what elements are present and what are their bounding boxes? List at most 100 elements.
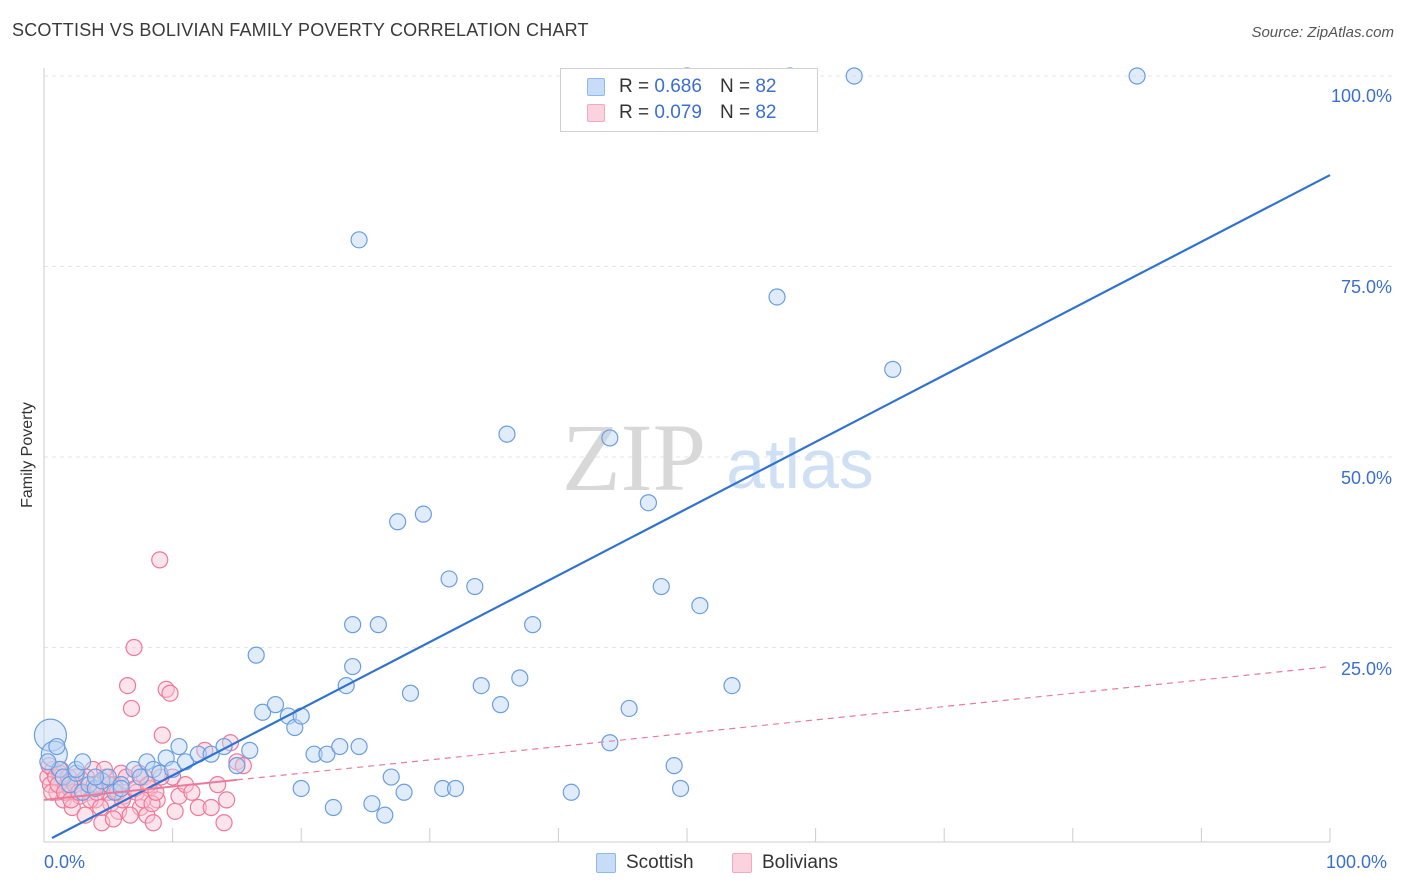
scottish-point bbox=[466, 577, 484, 596]
legend-row-scottish: R = 0.686 N = 82 bbox=[587, 75, 776, 99]
legend-r-label: R = bbox=[619, 76, 650, 97]
bolivians-point bbox=[153, 726, 171, 744]
bolivians-point bbox=[121, 806, 139, 824]
x-tick-max: 100.0% bbox=[1326, 852, 1388, 872]
scottish-point bbox=[389, 513, 407, 531]
scottish-point bbox=[401, 684, 420, 702]
scottish-point bbox=[562, 783, 580, 801]
stats-legend: R = 0.686 N = 82 R = 0.079 N = 82 bbox=[560, 68, 818, 132]
scottish-point bbox=[665, 757, 683, 775]
scottish-point bbox=[73, 753, 92, 771]
legend-swatch-bolivians bbox=[587, 104, 605, 122]
y-tick-75: 75.0% bbox=[1340, 277, 1392, 297]
bolivians-point bbox=[202, 798, 220, 817]
scottish-point bbox=[363, 795, 381, 813]
scottish-point bbox=[601, 734, 619, 752]
scottish-point bbox=[318, 745, 336, 763]
scottish-point bbox=[305, 745, 323, 763]
scottish-point bbox=[254, 703, 272, 721]
legend-swatch-scottish bbox=[596, 853, 616, 873]
scottish-point bbox=[845, 67, 863, 85]
scottish-point bbox=[472, 676, 490, 695]
legend-swatch-bolivians bbox=[732, 853, 752, 873]
legend-n-label: N = bbox=[719, 102, 751, 123]
scottish-point bbox=[99, 768, 117, 786]
scottish-point bbox=[601, 429, 619, 447]
watermark: ZIP atlas bbox=[562, 404, 874, 511]
bolivians-trend-line-dashed bbox=[236, 665, 1331, 781]
scottish-point bbox=[639, 494, 658, 512]
scottish-point bbox=[382, 768, 400, 786]
legend-r-value: 0.686 bbox=[654, 76, 702, 97]
legend-label-scottish: Scottish bbox=[626, 852, 694, 873]
scottish-point bbox=[498, 425, 516, 443]
scottish-point bbox=[768, 288, 786, 306]
scottish-point bbox=[86, 768, 105, 786]
scottish-point bbox=[170, 737, 188, 756]
bolivians-point bbox=[151, 551, 169, 569]
scottish-point bbox=[292, 779, 310, 798]
scottish-point bbox=[39, 753, 57, 771]
bolivians-point bbox=[189, 798, 207, 817]
scottish-point bbox=[331, 737, 349, 756]
scottish-point bbox=[652, 577, 670, 596]
scottish-point bbox=[369, 616, 387, 634]
scottish-point bbox=[247, 646, 265, 664]
bolivians-trend-line-solid bbox=[43, 778, 238, 801]
scottish-point bbox=[324, 798, 342, 817]
bolivians-point bbox=[122, 699, 141, 718]
scottish-point bbox=[131, 768, 150, 786]
legend-item-scottish[interactable]: Scottish bbox=[596, 852, 694, 874]
scottish-point bbox=[228, 757, 246, 775]
bolivians-point bbox=[161, 684, 179, 702]
scottish-point bbox=[376, 806, 394, 824]
scottish-point bbox=[884, 360, 902, 378]
bolivians-point bbox=[104, 810, 123, 828]
scottish-point bbox=[414, 505, 432, 523]
y-tick-25: 25.0% bbox=[1340, 659, 1392, 679]
legend-r-label: R = bbox=[619, 102, 650, 123]
bolivians-point bbox=[215, 814, 233, 832]
scottish-point bbox=[524, 616, 542, 634]
watermark-zip: ZIP bbox=[562, 404, 706, 511]
legend-n-value: 82 bbox=[755, 76, 777, 97]
bolivians-point bbox=[144, 814, 162, 832]
y-tick-50: 50.0% bbox=[1340, 468, 1392, 488]
legend-item-bolivians[interactable]: Bolivians bbox=[732, 852, 838, 874]
scottish-point bbox=[395, 783, 413, 801]
bolivians-point bbox=[234, 757, 252, 775]
scottish-point bbox=[350, 231, 368, 249]
legend-n-label: N = bbox=[719, 76, 751, 97]
series-legend: Scottish Bolivians bbox=[0, 852, 1406, 878]
bolivians-point bbox=[166, 802, 184, 820]
y-tick-100: 100.0% bbox=[1330, 86, 1392, 106]
scottish-point bbox=[1128, 67, 1146, 85]
scottish-point bbox=[511, 669, 529, 687]
scottish-point bbox=[440, 570, 458, 588]
chart-title: SCOTTISH VS BOLIVIAN FAMILY POVERTY CORR… bbox=[12, 20, 589, 40]
scottish-point bbox=[446, 779, 465, 798]
scottish-point bbox=[241, 741, 259, 759]
scottish-points bbox=[33, 67, 1146, 824]
x-tick-min: 0.0% bbox=[44, 852, 86, 872]
scottish-point bbox=[691, 596, 709, 615]
legend-row-bolivians: R = 0.079 N = 82 bbox=[587, 101, 776, 125]
bolivians-point bbox=[218, 791, 236, 809]
legend-r-value: 0.079 bbox=[654, 102, 702, 123]
legend-n-value: 82 bbox=[755, 102, 777, 123]
scottish-point bbox=[344, 657, 362, 676]
scottish-point bbox=[350, 737, 368, 756]
trend-lines bbox=[43, 174, 1331, 839]
legend-swatch-scottish bbox=[587, 78, 605, 96]
scottish-point bbox=[112, 779, 130, 798]
source-label: Source: ZipAtlas.com bbox=[1251, 24, 1394, 41]
grid-lines bbox=[43, 68, 1395, 843]
scottish-point bbox=[620, 699, 638, 718]
legend-label-bolivians: Bolivians bbox=[762, 852, 839, 873]
watermark-atlas: atlas bbox=[726, 425, 874, 503]
scottish-point bbox=[344, 616, 362, 634]
scottish-point bbox=[491, 696, 510, 714]
scottish-point bbox=[671, 779, 690, 798]
scottish-point bbox=[266, 696, 285, 714]
